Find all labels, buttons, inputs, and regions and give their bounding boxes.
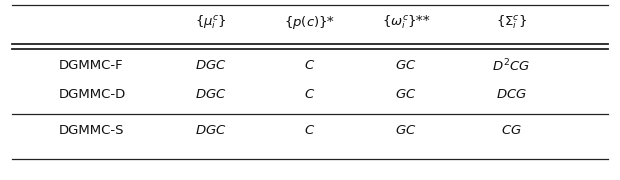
Text: $D^2CG$: $D^2CG$ (492, 57, 531, 74)
Text: $DGC$: $DGC$ (195, 124, 227, 137)
Text: $GC$: $GC$ (396, 59, 417, 72)
Text: $C$: $C$ (304, 124, 316, 137)
Text: $CG$: $CG$ (501, 124, 522, 137)
Text: DGMMC-F: DGMMC-F (59, 59, 123, 72)
Text: $\{\Sigma_i^c\}$: $\{\Sigma_i^c\}$ (496, 14, 527, 31)
Text: $C$: $C$ (304, 59, 316, 72)
Text: $\{p(c)\}$*: $\{p(c)\}$* (285, 14, 335, 31)
Text: $DCG$: $DCG$ (496, 88, 527, 101)
Text: DGMMC-S: DGMMC-S (59, 124, 125, 137)
Text: $\{\mu_i^c\}$: $\{\mu_i^c\}$ (195, 14, 227, 31)
Text: DGMMC-D: DGMMC-D (59, 88, 126, 101)
Text: $C$: $C$ (304, 88, 316, 101)
Text: $GC$: $GC$ (396, 124, 417, 137)
Text: $DGC$: $DGC$ (195, 59, 227, 72)
Text: $\{\omega_i^c\}$**: $\{\omega_i^c\}$** (382, 14, 430, 31)
Text: $GC$: $GC$ (396, 88, 417, 101)
Text: $DGC$: $DGC$ (195, 88, 227, 101)
